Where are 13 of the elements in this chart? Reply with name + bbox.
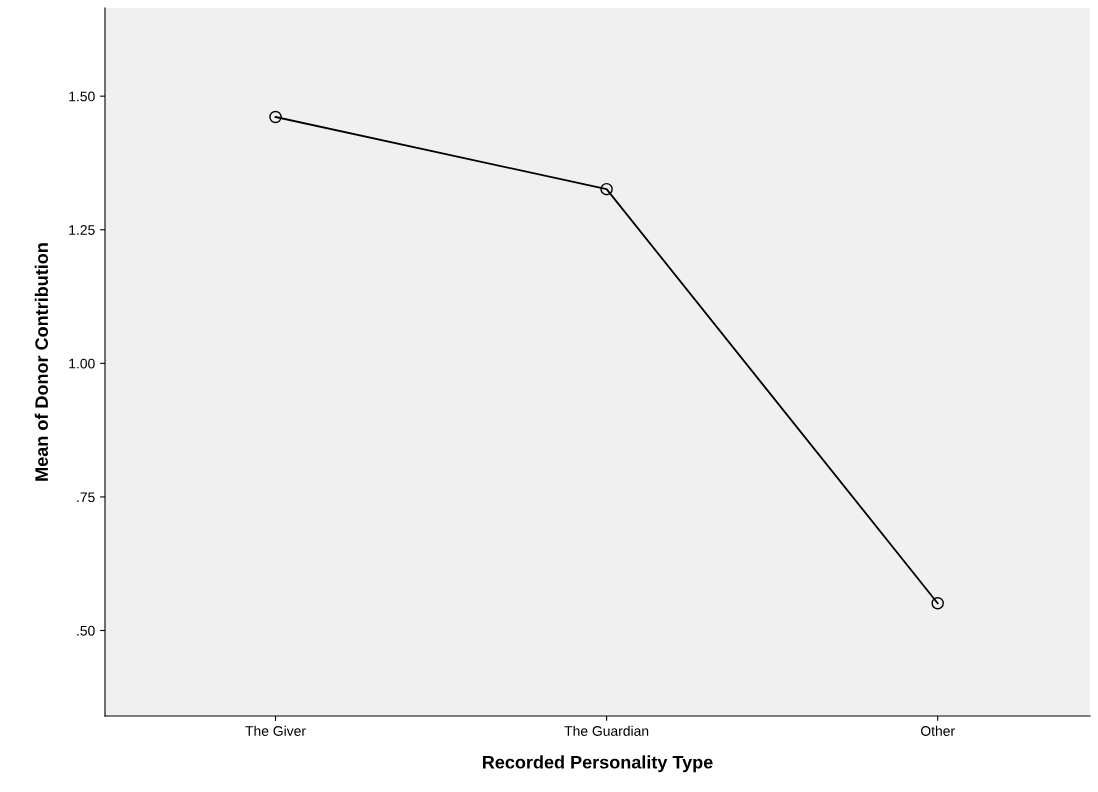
y-tick-label: 1.25 — [69, 225, 95, 235]
x-tick-label: The Giver — [245, 725, 306, 736]
y-tick-label: .50 — [77, 625, 95, 636]
y-tick-label: 1.50 — [69, 91, 95, 102]
x-tick-label: Other — [920, 725, 955, 736]
x-tick-label: The Guardian — [564, 725, 649, 736]
x-axis-title: Recorded Personality Type — [482, 755, 713, 773]
y-tick-label: .75 — [77, 492, 95, 503]
point — [931, 597, 944, 610]
point — [269, 110, 282, 124]
y-tick-label: 1.00 — [69, 358, 95, 369]
point — [600, 182, 613, 196]
y-axis-title: Mean of Donor Contribution — [34, 243, 49, 481]
